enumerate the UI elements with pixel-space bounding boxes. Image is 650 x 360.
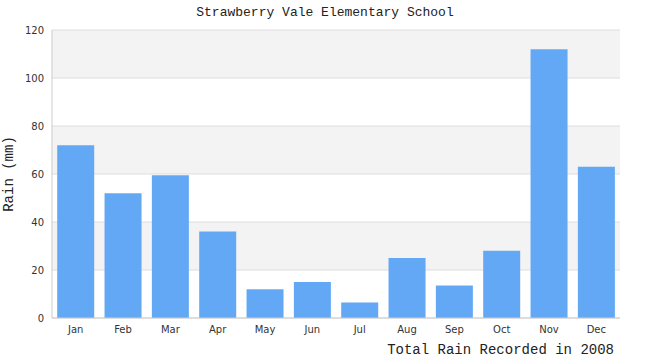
svg-text:May: May — [255, 324, 276, 335]
svg-text:Nov: Nov — [539, 324, 559, 335]
svg-text:Apr: Apr — [209, 324, 227, 335]
html-text:Strawberry Vale Elementary Sch: Strawberry Vale Elementary School — [196, 5, 454, 20]
svg-text:Rain (mm): Rain (mm) — [8, 136, 17, 212]
svg-text:Jan: Jan — [67, 324, 83, 335]
svg-text:20: 20 — [31, 265, 44, 276]
svg-text:80: 80 — [31, 121, 44, 132]
svg-text:Sep: Sep — [445, 324, 464, 335]
svg-text:Feb: Feb — [114, 324, 132, 335]
svg-text:Jul: Jul — [353, 324, 366, 335]
svg-text:120: 120 — [25, 25, 44, 36]
svg-text:100: 100 — [25, 73, 44, 84]
svg-text:60: 60 — [31, 169, 44, 180]
svg-text:Aug: Aug — [397, 324, 417, 335]
svg-text:40: 40 — [31, 217, 44, 228]
svg-text:Oct: Oct — [493, 324, 510, 335]
svg-text:Total Rain Recorded in 2008: Total Rain Recorded in 2008 — [387, 342, 614, 358]
svg-text:Dec: Dec — [587, 324, 606, 335]
svg-text:Jun: Jun — [304, 324, 321, 335]
svg-text:Mar: Mar — [161, 324, 181, 335]
svg-text:0: 0 — [38, 313, 44, 324]
